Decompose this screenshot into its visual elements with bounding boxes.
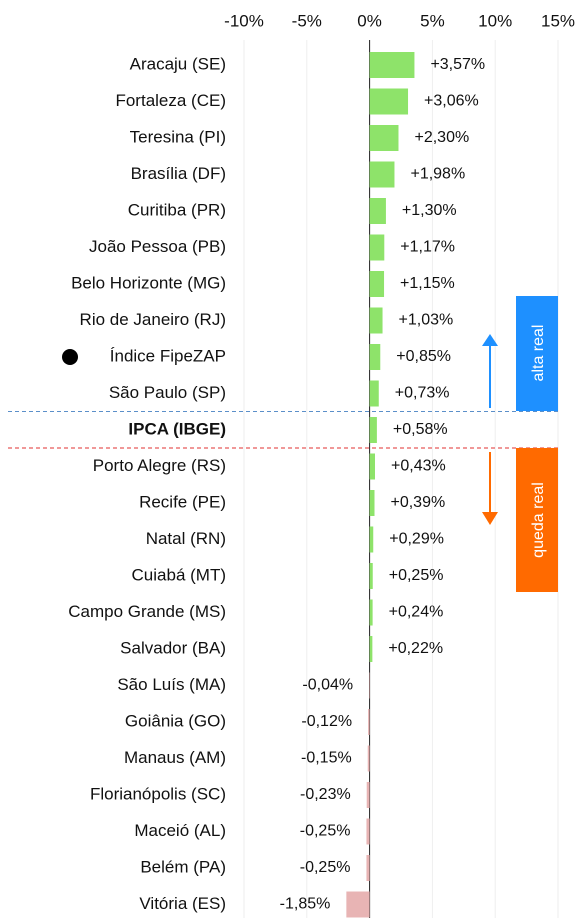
bar [368,709,370,735]
bar [369,380,379,407]
value-label: -1,85% [280,896,331,913]
bar [369,636,373,662]
y-tick-label: Fortaleza (CE) [115,91,226,110]
x-tick-label: 10% [478,11,512,30]
value-label: +0,29% [389,531,444,548]
value-label: +2,30% [414,129,469,146]
x-tick-label: -10% [224,11,264,30]
y-tick-label: Brasília (DF) [131,164,226,183]
bar [369,234,385,261]
y-tick-label: Teresina (PI) [130,127,226,146]
bar [369,490,375,516]
y-tick-label: Rio de Janeiro (RJ) [80,310,226,329]
y-tick-label: Recife (PE) [139,492,226,511]
value-label: +0,24% [389,604,444,621]
arrow-head [482,334,498,346]
y-tick-label: João Pessoa (PB) [89,237,226,256]
y-tick-label: Vitória (ES) [139,894,226,913]
value-label: +0,58% [393,421,448,438]
value-label: +0,39% [390,494,445,511]
bar [369,453,376,480]
value-label: +0,85% [396,348,451,365]
value-label: -0,15% [301,750,352,767]
y-tick-label: Índice FipeZAP [110,346,226,365]
annotation-box [516,296,558,411]
value-label: +0,22% [388,640,443,657]
x-tick-label: -5% [292,11,322,30]
bar [369,563,373,589]
bar [369,344,381,370]
bar [366,818,370,845]
x-tick-label: 5% [420,11,445,30]
value-label: +1,15% [400,275,455,292]
bar [369,307,383,334]
y-tick-label: Goiânia (GO) [125,711,226,730]
bar [369,599,373,626]
value-label: -0,25% [300,859,351,876]
bar [346,891,370,918]
value-label: +0,43% [391,458,446,475]
value-label: +0,73% [395,385,450,402]
y-tick-label: Salvador (BA) [120,638,226,657]
value-label: +1,98% [410,166,465,183]
value-label: +0,25% [389,567,444,584]
annotation: queda real [530,482,547,558]
x-tick-label: 0% [357,11,382,30]
bar [369,198,386,224]
value-label: +1,30% [402,202,457,219]
y-tick-label: Belo Horizonte (MG) [71,273,226,292]
bar [369,161,395,188]
value-label: +3,57% [430,56,485,73]
bar [369,526,374,553]
bar [369,88,409,115]
y-tick-label: Cuiabá (MT) [132,565,226,584]
value-label: -0,04% [302,677,353,694]
y-tick-label: Natal (RN) [146,529,226,548]
annotation: alta real [530,325,547,382]
y-tick-label: Porto Alegre (RS) [93,456,226,475]
y-tick-label: Aracaju (SE) [130,54,226,73]
bar [366,855,370,881]
y-tick-label: Belém (PA) [140,857,226,876]
value-label: -0,23% [300,786,351,803]
value-label: +3,06% [424,93,479,110]
marker-icon [62,349,78,365]
y-tick-label: São Paulo (SP) [109,383,226,402]
value-label: -0,25% [300,823,351,840]
bar [367,745,370,772]
bar [369,672,370,699]
y-tick-label: IPCA (IBGE) [128,419,226,438]
arrow-head [482,512,498,525]
y-tick-label: Curitiba (PR) [128,200,226,219]
value-label: +1,17% [400,239,455,256]
y-tick-label: São Luís (MA) [117,675,226,694]
bar [369,125,399,151]
bar [369,417,377,443]
y-tick-label: Manaus (AM) [124,748,226,767]
bar [369,52,415,78]
value-label: -0,12% [301,713,352,730]
y-tick-label: Maceió (AL) [134,821,226,840]
value-label: +1,03% [399,312,454,329]
bar [369,271,385,297]
y-tick-label: Campo Grande (MS) [68,602,226,621]
x-tick-label: 15% [541,11,575,30]
annotation-box [516,448,558,592]
bar [366,782,370,808]
y-tick-label: Florianópolis (SC) [90,784,226,803]
